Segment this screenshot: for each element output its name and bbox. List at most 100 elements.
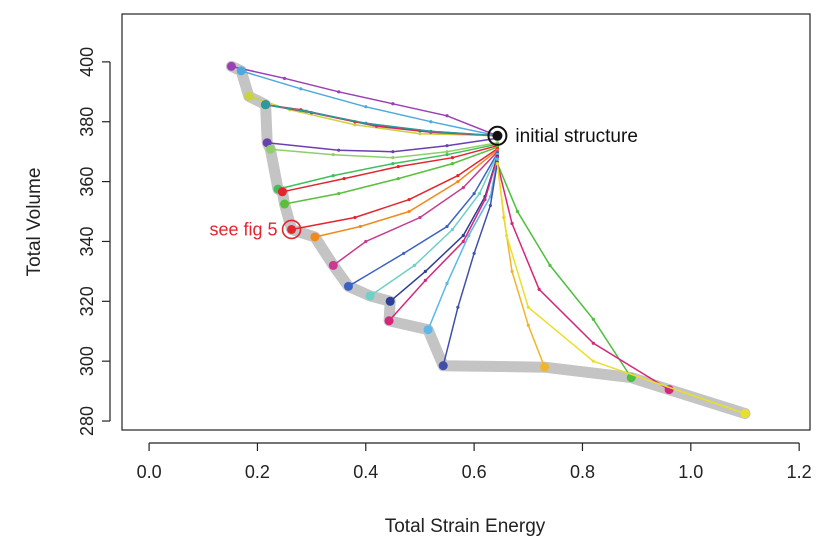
data-point bbox=[467, 233, 471, 238]
endpoint-marker bbox=[540, 362, 550, 372]
data-point bbox=[304, 109, 308, 113]
data-point bbox=[445, 224, 449, 229]
x-tick-label: 0.4 bbox=[353, 462, 378, 482]
series-15 bbox=[365, 153, 500, 301]
data-point bbox=[591, 317, 595, 321]
data-point bbox=[337, 191, 341, 196]
endpoint-marker bbox=[265, 144, 275, 154]
data-point bbox=[391, 156, 395, 160]
data-point bbox=[407, 209, 411, 214]
data-point bbox=[445, 114, 449, 118]
data-point bbox=[364, 105, 368, 109]
endpoint-marker bbox=[226, 61, 236, 71]
y-axis-label: Total Volume bbox=[24, 168, 45, 277]
data-point bbox=[510, 269, 514, 273]
endpoint-marker bbox=[236, 66, 246, 76]
data-point bbox=[472, 251, 476, 256]
endpoint-marker bbox=[343, 281, 353, 291]
data-point bbox=[391, 150, 395, 154]
series-line bbox=[369, 154, 499, 297]
series-12 bbox=[310, 148, 500, 242]
series-line bbox=[267, 137, 498, 153]
data-point bbox=[477, 191, 482, 196]
series-10 bbox=[280, 145, 500, 209]
data-point bbox=[526, 323, 530, 327]
data-point bbox=[495, 157, 500, 161]
data-point bbox=[396, 177, 400, 181]
data-point bbox=[505, 233, 509, 238]
data-point bbox=[461, 239, 465, 244]
initial-structure-ring bbox=[487, 125, 508, 146]
series-7 bbox=[265, 141, 500, 160]
data-point bbox=[472, 191, 476, 196]
endpoint-marker bbox=[261, 100, 271, 110]
data-point bbox=[429, 120, 433, 124]
x-tick-label: 1.2 bbox=[787, 462, 812, 482]
y-tick-label: 320 bbox=[77, 286, 97, 316]
see-fig-5-ring bbox=[281, 219, 302, 240]
series-0 bbox=[226, 61, 500, 138]
endpoint-marker bbox=[277, 187, 287, 197]
series-4 bbox=[261, 100, 500, 138]
x-tick-label: 1.0 bbox=[678, 462, 703, 482]
data-point bbox=[537, 287, 541, 291]
data-point bbox=[515, 209, 520, 214]
data-point bbox=[423, 269, 427, 273]
series-line bbox=[442, 161, 499, 366]
data-point bbox=[418, 215, 422, 220]
x-tick-label: 0.8 bbox=[570, 462, 595, 482]
y-tick-label: 380 bbox=[77, 107, 97, 137]
data-point bbox=[353, 123, 357, 127]
data-point bbox=[445, 150, 449, 154]
annotations: initial structure see fig 5 bbox=[210, 125, 638, 240]
endpoint-marker bbox=[740, 409, 750, 419]
data-point bbox=[364, 121, 368, 125]
y-axis: 280 300 320 340 360 380 400 bbox=[77, 47, 111, 436]
endpoint-marker bbox=[287, 224, 297, 234]
data-point bbox=[461, 185, 465, 190]
series-21 bbox=[495, 162, 636, 383]
endpoint-marker bbox=[365, 291, 375, 301]
data-point bbox=[364, 239, 368, 244]
series-13 bbox=[328, 150, 500, 270]
initial-structure-dot bbox=[492, 130, 503, 141]
series-3 bbox=[261, 100, 500, 138]
series-17 bbox=[384, 156, 500, 326]
series-line bbox=[496, 163, 670, 391]
series-line bbox=[231, 65, 498, 137]
series-14 bbox=[343, 151, 500, 291]
data-point bbox=[495, 162, 500, 166]
series-5 bbox=[261, 100, 500, 138]
data-point bbox=[429, 129, 433, 133]
series-line bbox=[248, 95, 498, 137]
x-axis-label: Total Strain Energy bbox=[385, 516, 546, 537]
data-point bbox=[591, 359, 595, 363]
data-point bbox=[423, 278, 427, 282]
endpoint-marker bbox=[384, 316, 394, 326]
endpoint-marker bbox=[438, 361, 448, 371]
data-point bbox=[483, 197, 487, 202]
x-tick-label: 0.2 bbox=[245, 462, 270, 482]
y-tick-label: 280 bbox=[77, 406, 97, 436]
data-point bbox=[412, 263, 417, 267]
data-point bbox=[391, 162, 395, 166]
data-point bbox=[331, 153, 335, 157]
series-19 bbox=[438, 160, 500, 371]
y-tick-label: 360 bbox=[77, 167, 97, 197]
data-point bbox=[445, 153, 449, 157]
series-11 bbox=[287, 147, 500, 234]
series-line bbox=[291, 148, 498, 231]
data-point bbox=[548, 263, 552, 267]
annotation-see-fig-5: see fig 5 bbox=[210, 219, 278, 239]
data-point bbox=[342, 177, 346, 181]
x-axis: 0.0 0.2 0.4 0.6 0.8 1.0 1.2 bbox=[137, 442, 812, 482]
data-point bbox=[510, 221, 514, 226]
data-point bbox=[445, 144, 449, 148]
endpoint-marker bbox=[328, 260, 338, 270]
data-point bbox=[407, 197, 411, 202]
data-point bbox=[353, 215, 357, 220]
data-point bbox=[445, 281, 449, 285]
pareto-front-band bbox=[225, 60, 751, 419]
y-tick-label: 400 bbox=[77, 47, 97, 77]
